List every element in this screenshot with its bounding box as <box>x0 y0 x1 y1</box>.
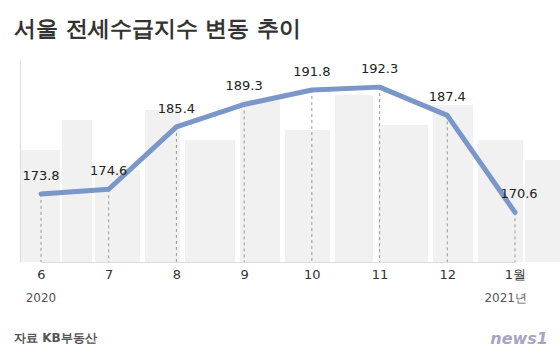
data-labels: 173.8 174.6 185.4 189.3 191.8 192.3 187.4 170.6 <box>22 61 537 201</box>
year-labels: 2020 2021년 <box>26 291 527 305</box>
background-building <box>240 100 280 262</box>
data-label: 192.3 <box>361 61 398 76</box>
background-building <box>285 130 330 262</box>
background-building <box>525 160 560 262</box>
drop-line <box>244 104 245 262</box>
drop-line <box>176 127 177 262</box>
x-tick-label: 6 <box>37 267 45 282</box>
y-axis <box>20 61 21 263</box>
drop-line <box>311 90 312 262</box>
chart: 서울 전세수급지수 변동 추이 6 7 8 9 10 11 12 1월 2020 2021년 173.… <box>0 0 560 360</box>
x-tick-label: 8 <box>173 267 181 282</box>
x-tick-label: 1월 <box>505 267 526 282</box>
drop-line <box>108 189 109 262</box>
background <box>20 95 560 262</box>
data-label: 185.4 <box>158 101 195 116</box>
x-tick: 9 <box>241 262 249 282</box>
x-tick-label: 7 <box>105 267 113 282</box>
x-tick: 6 <box>37 262 45 282</box>
data-label: 174.6 <box>90 163 127 178</box>
x-tick: 8 <box>173 262 181 282</box>
background-building <box>433 105 473 262</box>
drop-line <box>379 87 380 262</box>
data-label: 189.3 <box>226 78 263 93</box>
x-tick: 11 <box>372 262 389 282</box>
line <box>41 87 515 212</box>
credit: news1 <box>490 329 548 348</box>
y-axis-line <box>20 61 21 263</box>
year-label: 2020 <box>26 291 57 305</box>
title: 서울 전세수급지수 변동 추이 <box>14 16 301 41</box>
data-label: 170.6 <box>500 186 537 201</box>
drop-line <box>515 212 516 262</box>
x-tick-label: 10 <box>304 267 321 282</box>
x-tick: 7 <box>105 262 113 282</box>
x-tick-label: 11 <box>372 267 389 282</box>
x-tick: 10 <box>304 262 321 282</box>
data-label: 191.8 <box>293 64 330 79</box>
background-building <box>378 125 428 262</box>
background-building <box>145 110 180 262</box>
data-label: 173.8 <box>22 168 59 183</box>
drop-line <box>447 115 448 262</box>
x-tick: 1월 <box>505 262 526 282</box>
x-tick-label: 12 <box>440 267 457 282</box>
x-axis-line <box>42 262 516 263</box>
background-building <box>20 150 60 262</box>
drop-line <box>41 194 42 262</box>
source: 자료 KB부동산 <box>14 331 97 345</box>
data-label: 187.4 <box>429 89 466 104</box>
x-tick: 12 <box>440 262 457 282</box>
background-building <box>185 140 235 262</box>
background-building <box>335 95 373 262</box>
year-label: 2021년 <box>484 291 527 305</box>
x-axis: 6 7 8 9 10 11 12 1월 <box>37 262 526 282</box>
plot-area <box>41 87 515 262</box>
x-tick-label: 9 <box>241 267 249 282</box>
